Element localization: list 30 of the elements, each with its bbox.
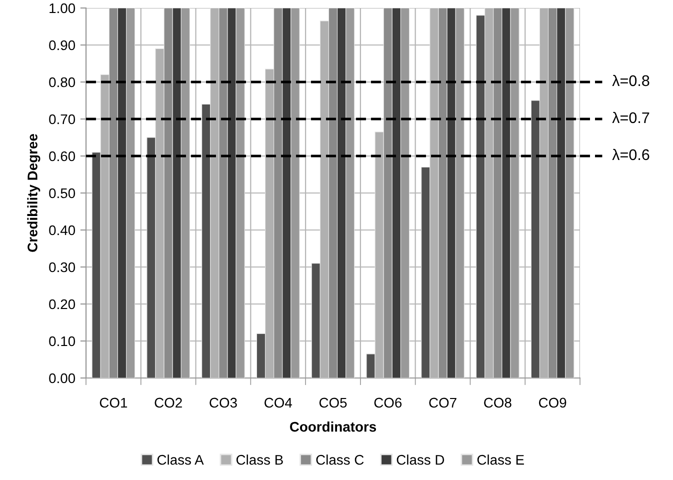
legend-label: Class D bbox=[396, 454, 444, 465]
x-tick-label: CO5 bbox=[319, 398, 347, 408]
x-tick-label: CO2 bbox=[154, 398, 182, 408]
legend-label: Class B bbox=[236, 454, 283, 465]
x-tick-label: CO7 bbox=[429, 398, 456, 408]
y-tick-label: 0.80 bbox=[49, 77, 76, 88]
x-tick-label: CO3 bbox=[210, 398, 237, 408]
y-tick-label: 0.90 bbox=[49, 40, 76, 50]
y-tick-label: 1.00 bbox=[50, 3, 76, 14]
y-axis-title: Credibility Degree bbox=[27, 134, 40, 252]
y-tick-label: 0.10 bbox=[49, 336, 76, 346]
x-tick-label: CO8 bbox=[484, 398, 512, 408]
x-tick-label: CO4 bbox=[264, 398, 292, 408]
ref-line-label: λ=0.8 bbox=[612, 74, 650, 86]
y-tick-label: 0.60 bbox=[49, 151, 76, 162]
legend-label: Class E bbox=[477, 454, 524, 465]
x-tick-label: CO1 bbox=[100, 398, 128, 408]
y-tick-label: 0.70 bbox=[49, 114, 76, 124]
ref-line-label: λ=0.7 bbox=[612, 112, 650, 124]
ref-line-label: λ=0.6 bbox=[612, 148, 650, 160]
x-tick-label: CO6 bbox=[374, 398, 402, 408]
x-tick-label: CO9 bbox=[538, 398, 566, 408]
legend-label: Class A bbox=[157, 454, 204, 465]
y-tick-label: 0.40 bbox=[49, 225, 76, 236]
legend-label: Class C bbox=[316, 454, 364, 465]
x-axis-title: Coordinators bbox=[290, 422, 376, 432]
y-tick-label: 0.50 bbox=[49, 188, 76, 198]
y-tick-label: 0.20 bbox=[49, 299, 76, 310]
y-tick-label: 0.30 bbox=[49, 262, 76, 272]
y-tick-label: 0.00 bbox=[49, 373, 76, 384]
